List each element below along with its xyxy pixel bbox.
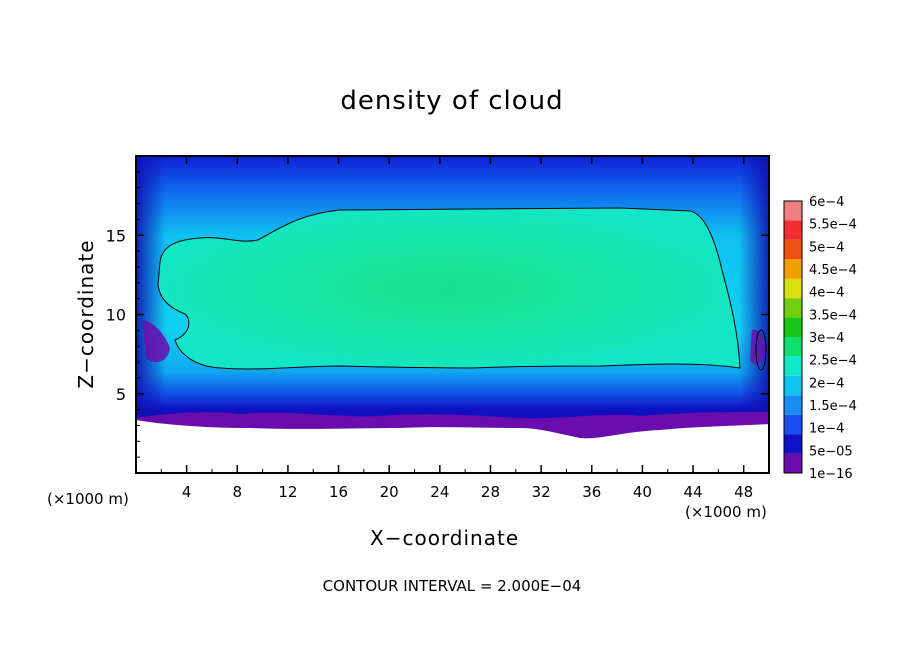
colorbar-label: 2.5e−4 <box>809 354 857 369</box>
x-tick-label: 4 <box>182 483 192 501</box>
colorbar-label: 3e−4 <box>809 331 844 346</box>
x-tick-label: 24 <box>430 483 449 501</box>
colorbar-swatch <box>784 414 802 435</box>
colorbar-swatch <box>784 356 802 376</box>
x-tick-label: 44 <box>683 483 702 501</box>
colorbar-label: 5e−05 <box>809 444 853 459</box>
empty-lower-region <box>136 420 769 473</box>
right-edge-shade <box>739 156 769 426</box>
colorbar-swatch <box>784 337 802 357</box>
colorbar-swatch <box>784 395 802 415</box>
x-tick-label: 12 <box>278 483 297 501</box>
x-axis-ticks: 4 8 12 16 20 24 28 32 36 40 44 48 <box>160 156 753 501</box>
x-axis-unit: (×1000 m) <box>685 503 767 521</box>
x-tick-label: 32 <box>532 483 551 501</box>
y-axis-unit: (×1000 m) <box>47 490 129 508</box>
colorbar-swatch <box>784 317 802 337</box>
colorbar-frame <box>783 200 803 474</box>
x-tick-label: 8 <box>233 483 243 501</box>
colorbar-label: 5.5e−4 <box>809 218 857 233</box>
y-tick-label: 5 <box>116 385 126 404</box>
colorbar-swatch <box>784 453 802 473</box>
colorbar-swatch <box>784 220 802 240</box>
colorbar-label: 1e−16 <box>809 467 853 482</box>
colorbar-swatch <box>784 434 802 454</box>
colorbar-swatch <box>784 278 802 299</box>
x-tick-label: 48 <box>734 483 753 501</box>
x-tick-label: 40 <box>633 483 652 501</box>
colorbar-swatch <box>784 239 802 260</box>
contour-line <box>157 207 741 370</box>
colorbar-label: 4.5e−4 <box>809 263 857 278</box>
contour-line-small <box>755 329 767 371</box>
colorbar-swatch <box>784 375 802 396</box>
x-tick-label: 36 <box>582 483 601 501</box>
colorbar-swatch <box>784 298 802 318</box>
x-tick-label: 16 <box>329 483 348 501</box>
right-purple-patch <box>750 329 766 365</box>
colorbar-label: 3.5e−4 <box>809 308 857 323</box>
colorbar-swatch <box>784 201 802 221</box>
x-tick-label: 28 <box>481 483 500 501</box>
bottom-purple-band <box>136 412 769 439</box>
x-tick-label: 20 <box>380 483 399 501</box>
colorbar-label: 2e−4 <box>809 376 844 391</box>
density-field <box>136 156 769 473</box>
y-axis-label: Z−coordinate <box>74 239 98 389</box>
y-tick-label: 10 <box>106 306 126 325</box>
colorbar-label: 6e−4 <box>809 195 844 210</box>
colorbar: 1e−16 5e−05 1e−4 1.5e−4 2e−4 2.5e−4 3e−4 3.5e−4… <box>783 195 857 482</box>
contour-interval-note: CONTOUR INTERVAL = 2.000E−04 <box>322 577 582 595</box>
colorbar-label: 1e−4 <box>809 422 844 437</box>
y-tick-label: 15 <box>106 226 126 245</box>
x-axis-label: X−coordinate <box>370 526 520 550</box>
cloud-core <box>158 208 740 369</box>
colorbar-label: 5e−4 <box>809 240 844 255</box>
colorbar-swatch <box>784 259 802 279</box>
colorbar-label: 4e−4 <box>809 286 844 301</box>
colorbar-label: 1.5e−4 <box>809 399 857 414</box>
chart-title: density of cloud <box>340 86 564 116</box>
left-purple-patch <box>142 320 170 363</box>
y-axis-ticks: 5 10 15 <box>106 171 769 458</box>
